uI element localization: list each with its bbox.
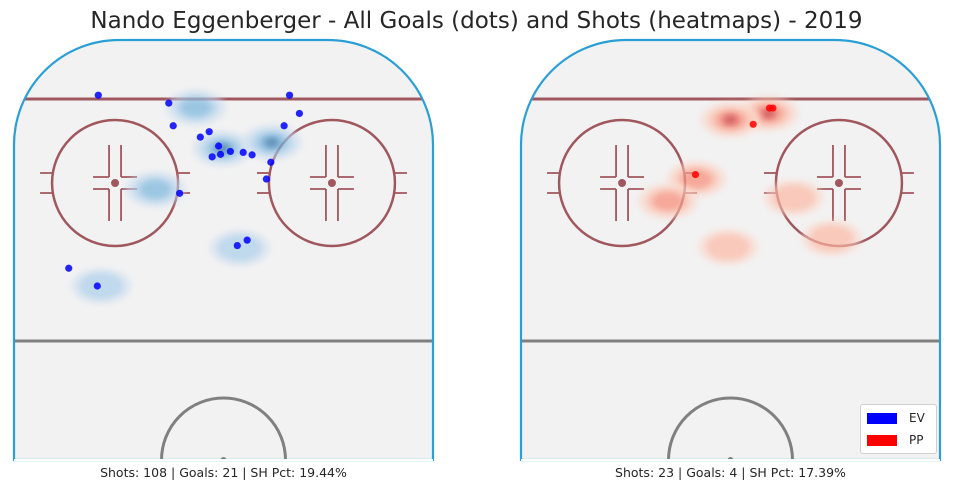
- legend-item-pp: PP: [867, 433, 923, 447]
- faceoff-circle: [267, 118, 397, 248]
- rink-boards: [519, 38, 942, 462]
- center-circle: [160, 396, 287, 460]
- center-circle: [667, 396, 794, 460]
- stats-caption-pp: Shots: 23 | Goals: 4 | SH Pct: 17.39%: [615, 465, 846, 480]
- heatmap-contour: [140, 180, 171, 199]
- chart-title: Nando Eggenberger - All Goals (dots) and…: [90, 8, 863, 34]
- goal-dot: [169, 122, 177, 130]
- goal-dot: [749, 120, 757, 128]
- rink-panel-ev: [12, 38, 435, 462]
- faceoff-dot: [618, 179, 627, 187]
- center-dot: [220, 457, 227, 460]
- heatmap-contour: [763, 109, 774, 117]
- rink-panel-pp: [519, 38, 942, 462]
- faceoff-dot: [111, 179, 120, 187]
- goal-dot: [243, 236, 251, 244]
- goal-dot: [94, 91, 102, 99]
- shot-heatmap: [71, 89, 302, 304]
- goal-dot: [65, 264, 73, 272]
- goal-dot: [214, 142, 223, 150]
- center-dot: [727, 457, 734, 460]
- heatmap-contour: [266, 139, 277, 147]
- goal-dot: [226, 147, 235, 156]
- goal-dot: [769, 104, 777, 112]
- goal-dot: [267, 158, 275, 166]
- rink-boards: [12, 38, 435, 462]
- legend: EV PP: [860, 404, 937, 454]
- goal-dot: [216, 150, 225, 158]
- heatmap-contour: [809, 225, 854, 252]
- legend-label-pp: PP: [909, 433, 924, 447]
- shot-heatmap: [637, 95, 862, 266]
- goal-dot: [196, 133, 204, 141]
- goal-dot: [248, 151, 256, 159]
- goal-dot: [205, 128, 213, 136]
- goal-dots: [691, 104, 777, 179]
- heatmap-contour: [681, 170, 712, 189]
- goal-dot: [285, 91, 294, 99]
- goal-dot: [233, 241, 241, 250]
- heatmap-contour: [725, 116, 736, 124]
- goal-dot: [262, 175, 270, 183]
- goal-dot: [691, 170, 700, 179]
- goal-dot: [208, 153, 216, 161]
- goal-dot: [176, 189, 184, 197]
- heatmap-contour: [79, 272, 124, 299]
- rink-markings: [14, 89, 433, 460]
- legend-swatch-ev: [867, 412, 897, 424]
- faceoff-dot: [834, 179, 843, 187]
- goal-dot: [93, 282, 101, 290]
- goal-dot: [239, 148, 247, 157]
- legend-label-ev: EV: [909, 411, 925, 425]
- legend-swatch-pp: [867, 434, 897, 446]
- legend-item-ev: EV: [867, 411, 925, 425]
- rink-markings: [521, 95, 940, 460]
- heatmap-contour: [652, 192, 683, 211]
- heatmap-contour: [771, 184, 816, 211]
- goal-dots: [65, 91, 304, 290]
- goal-dot: [295, 109, 304, 118]
- heatmap-contour: [180, 98, 211, 117]
- faceoff-dot: [327, 179, 336, 187]
- goal-dot: [280, 122, 288, 130]
- goal-dot: [165, 99, 173, 107]
- heatmap-contour: [706, 234, 751, 261]
- stats-caption-ev: Shots: 108 | Goals: 21 | SH Pct: 19.44%: [100, 465, 347, 480]
